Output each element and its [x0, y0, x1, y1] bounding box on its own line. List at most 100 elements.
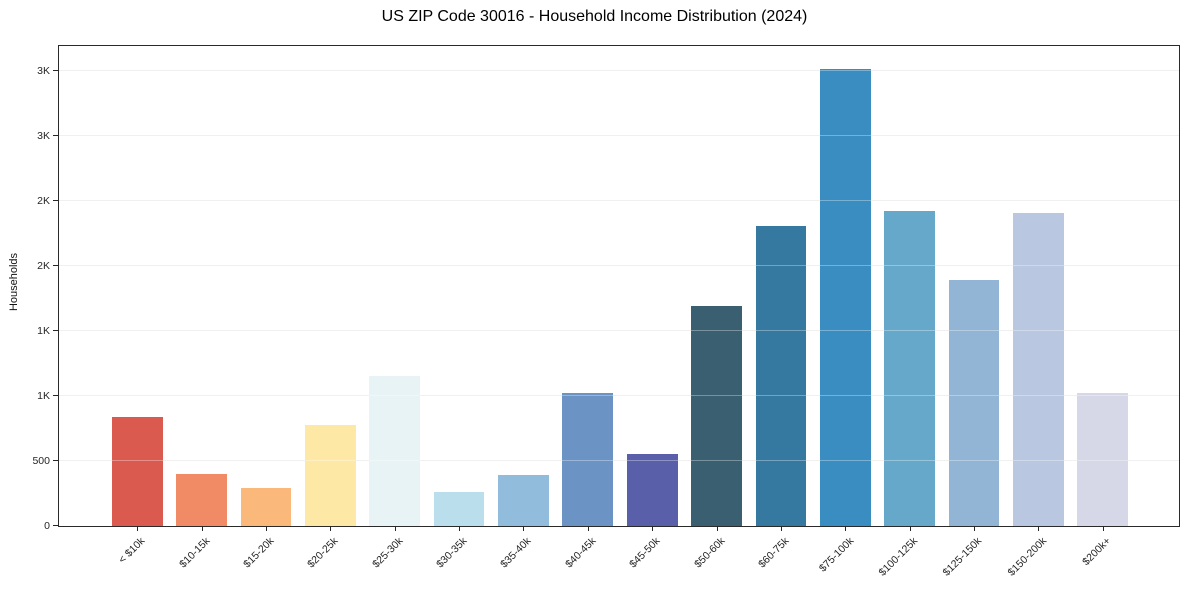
bar-$75-100k: [819, 69, 871, 526]
y-tick-label: 0: [44, 520, 50, 532]
bar-slot: [105, 46, 169, 526]
x-tick-mark: [909, 526, 911, 531]
bar-slot: [749, 46, 813, 526]
bar-$15-20k: [240, 488, 292, 526]
x-tick-mark: [974, 526, 976, 531]
plot-area: 0 500 1K 1K 2K 2K 3K 3K < $10k $10-15k $15-20k $20-…: [32, 45, 1180, 579]
bar-slot: [363, 46, 427, 526]
bars-layer: [59, 46, 1179, 526]
bar-slot: [1006, 46, 1070, 526]
x-tick-label: $50-60k: [691, 535, 728, 571]
x-tick-mark: [330, 526, 332, 531]
plot-inner: 0 500 1K 1K 2K 2K 3K 3K < $10k $10-15k $15-20k $20-…: [32, 46, 1179, 579]
y-tick-mark: [53, 69, 58, 71]
x-tick-label: $200k+: [1080, 535, 1114, 569]
bar-slot: [234, 46, 298, 526]
y-tick-mark: [53, 329, 58, 331]
bar-< $10k: [111, 416, 163, 526]
x-tick-mark: [780, 526, 782, 531]
bar-slot: [169, 46, 233, 526]
bar-slot: [491, 46, 555, 526]
x-tick-mark: [845, 526, 847, 531]
gridline: [59, 394, 1179, 396]
bar-$25-30k: [369, 376, 421, 526]
bar-$200k+: [1077, 393, 1129, 526]
gridline: [59, 264, 1179, 266]
x-tick-label: $150-200k: [1005, 535, 1049, 579]
gridline: [59, 329, 1179, 331]
gridline-overlay: [59, 199, 1179, 201]
bar-slot: [556, 46, 620, 526]
bar-$60-75k: [755, 225, 807, 526]
y-tick-label: 2K: [37, 194, 50, 207]
bar-$20-25k: [304, 424, 356, 526]
gridline-overlay: [59, 264, 1179, 266]
gridline: [59, 134, 1179, 136]
bar-slot: [878, 46, 942, 526]
bar-$125-150k: [948, 280, 1000, 526]
y-tick-mark: [53, 525, 58, 526]
y-tick-label: 1K: [37, 324, 50, 337]
y-tick-mark: [53, 134, 58, 136]
x-tick-mark: [201, 526, 203, 531]
bar-$35-40k: [498, 475, 549, 526]
x-tick-mark: [459, 526, 461, 531]
y-tick-label: 3K: [37, 64, 50, 77]
y-tick-label: 2K: [37, 259, 50, 272]
x-tick-label: $20-25k: [305, 535, 341, 571]
y-tick-label: 1K: [37, 389, 50, 402]
x-tick-label: $10-15k: [176, 535, 213, 571]
bar-$150-200k: [1013, 212, 1064, 526]
x-tick-mark: [1038, 526, 1040, 531]
y-tick-mark: [53, 264, 58, 266]
y-axis-label: Households: [8, 252, 20, 312]
bar-slot: [942, 46, 1006, 526]
y-tick-label: 500: [32, 454, 50, 467]
gridline-overlay: [59, 69, 1179, 71]
x-tick-mark: [523, 526, 525, 531]
bar-$10-15k: [176, 473, 227, 526]
bar-$30-35k: [433, 492, 485, 526]
x-tick-mark: [587, 526, 589, 531]
x-tick-label: $100-125k: [876, 535, 921, 579]
x-tick-mark: [265, 526, 267, 531]
gridline: [59, 199, 1179, 201]
bar-slot: [620, 46, 684, 526]
x-tick-mark: [652, 526, 654, 531]
bar-slot: [813, 46, 877, 526]
x-tick-label: $125-150k: [940, 535, 985, 579]
y-tick-mark: [53, 199, 58, 201]
bar-slot: [1071, 46, 1135, 526]
gridline-overlay: [59, 394, 1179, 396]
bar-slot: [684, 46, 748, 526]
x-tick-mark: [716, 526, 718, 531]
x-tick-mark: [394, 526, 396, 531]
x-tick-label: $15-20k: [241, 535, 277, 571]
x-tick-label: $60-75k: [756, 535, 792, 571]
x-tick-label: $45-50k: [627, 535, 663, 571]
gridline-overlay: [59, 329, 1179, 331]
gridline-overlay: [59, 459, 1179, 461]
x-tick-label: $75-100k: [816, 535, 856, 575]
y-tick-label: 3K: [37, 129, 50, 142]
x-tick-label: $25-30k: [369, 535, 406, 571]
gridline: [59, 69, 1179, 71]
bar-slot: [427, 46, 491, 526]
gridline: [59, 459, 1179, 461]
gridline-overlay: [59, 134, 1179, 136]
x-tick-label: $30-35k: [434, 535, 470, 571]
x-tick-label: $40-45k: [562, 535, 599, 571]
x-tick-label: $35-40k: [498, 535, 534, 571]
bar-$50-60k: [691, 306, 742, 526]
bar-slot: [298, 46, 362, 526]
bar-$40-45k: [562, 393, 614, 526]
x-tick-mark: [1102, 526, 1104, 531]
y-tick-mark: [53, 394, 58, 396]
chart-title: US ZIP Code 30016 - Household Income Dis…: [381, 8, 808, 25]
bar-$45-50k: [626, 454, 678, 526]
x-tick-label: < $10k: [116, 535, 148, 566]
bar-$100-125k: [884, 211, 936, 526]
x-tick-mark: [137, 526, 139, 531]
y-tick-mark: [53, 459, 58, 461]
